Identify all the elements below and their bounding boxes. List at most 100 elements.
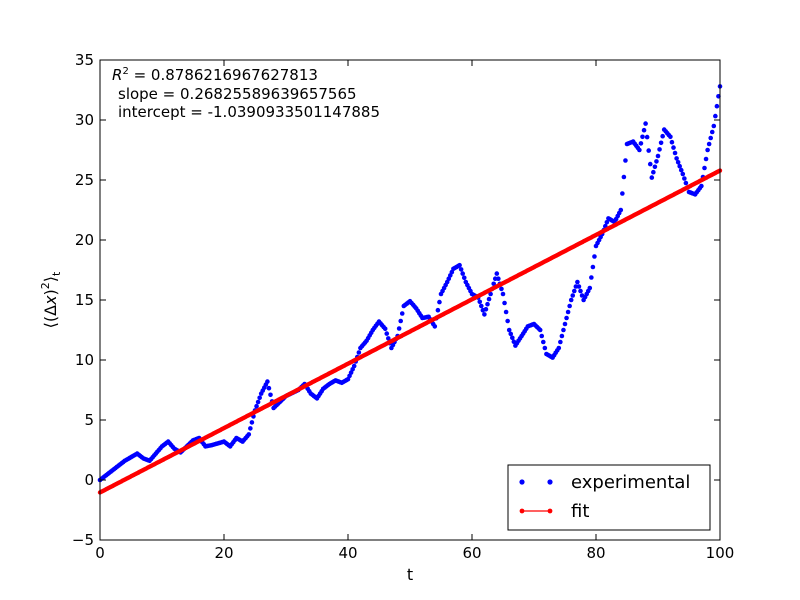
experimental-point (249, 420, 255, 425)
experimental-point (652, 164, 658, 170)
experimental-point (499, 286, 504, 292)
experimental-point (683, 180, 689, 186)
experimental-point (647, 161, 653, 167)
experimental-point (640, 134, 645, 140)
experimental-point (386, 336, 391, 341)
experimental-point (592, 254, 597, 259)
experimental-point (246, 432, 252, 437)
y-tick-label: 15 (75, 291, 94, 309)
experimental-point (572, 288, 577, 294)
experimental-point (568, 297, 574, 303)
experimental-point (703, 156, 709, 162)
y-tick-label: 25 (75, 171, 94, 189)
experimental-point (644, 134, 650, 140)
experimental-point (567, 303, 572, 309)
experimental-point (461, 275, 467, 281)
experimental-point (351, 363, 357, 369)
experimental-point (649, 175, 655, 180)
x-tick-label: 20 (214, 544, 233, 562)
experimental-point (604, 220, 610, 225)
experimental-point (460, 271, 466, 276)
experimental-point (669, 139, 675, 145)
experimental-point (541, 339, 546, 345)
legend-fit-marker-left (519, 508, 525, 514)
experimental-point (677, 163, 682, 169)
experimental-point (706, 141, 712, 147)
legend-fit-label: fit (571, 501, 589, 522)
experimental-point (437, 299, 442, 305)
experimental-point (458, 267, 464, 272)
plot-frame (99, 59, 721, 541)
experimental-point (711, 123, 717, 129)
experimental-point (503, 309, 509, 315)
experimental-point (651, 169, 656, 175)
experimental-point (505, 318, 510, 324)
x-tick-label: 80 (586, 544, 605, 562)
experimental-point (713, 113, 718, 119)
experimental-point (479, 303, 484, 309)
experimental-point (680, 171, 686, 177)
experimental-point (699, 183, 704, 189)
experimental-point (248, 426, 253, 431)
experimental-point (587, 285, 593, 291)
experimental-point (638, 141, 644, 146)
x-tick-label: 60 (462, 544, 481, 562)
experimental-point (539, 333, 545, 339)
experimental-point (432, 324, 438, 329)
experimental-point (589, 275, 594, 280)
experimental-point (558, 339, 563, 345)
legend-box (507, 464, 711, 531)
experimental-point (356, 350, 362, 355)
experimental-point (485, 301, 490, 307)
experimental-point (709, 129, 715, 135)
experimental-point (618, 207, 624, 213)
experimental-point (482, 312, 487, 317)
experimental-point (668, 134, 673, 140)
intercept-annotation: intercept = -1.0390933501147885 (118, 103, 380, 121)
legend-fit-marker-right (547, 508, 553, 514)
legend: experimental fit (507, 464, 711, 531)
experimental-point (564, 315, 569, 321)
experimental-point (714, 103, 720, 109)
y-tick-label: 20 (75, 231, 94, 249)
y-tick-label: 10 (75, 351, 94, 369)
experimental-point (435, 307, 441, 313)
slope-annotation: slope = 0.26825589639657565 (118, 85, 357, 103)
experimental-point (621, 174, 627, 180)
experimental-point (641, 127, 647, 133)
experimental-point (510, 335, 515, 341)
experimental-point (382, 326, 388, 332)
experimental-point (396, 326, 402, 331)
experimental-point (682, 176, 687, 181)
experimental-point (508, 331, 514, 337)
experimental-point (570, 293, 576, 298)
legend-experimental-marker-left (519, 479, 525, 485)
y-tick-label: 5 (84, 411, 94, 429)
experimental-point (255, 399, 261, 405)
experimental-point (266, 385, 272, 391)
experimental-point (565, 309, 571, 315)
experimental-point (578, 288, 583, 294)
experimental-point (494, 271, 500, 276)
x-tick-label: 0 (95, 544, 105, 562)
experimental-point (576, 284, 582, 289)
experimental-point (671, 145, 676, 150)
experimental-point (500, 291, 506, 297)
experimental-point (398, 318, 404, 324)
experimental-point (265, 379, 270, 384)
experimental-point (660, 133, 665, 139)
experimental-point (257, 395, 262, 401)
experimental-point (399, 311, 405, 316)
experimental-point (657, 147, 662, 152)
experimental-point (477, 299, 483, 305)
experimental-point (708, 135, 713, 141)
experimental-point (561, 327, 566, 333)
experimental-point (655, 153, 661, 159)
experimental-point (491, 281, 497, 287)
experimental-point (705, 147, 710, 153)
y-tick-label: 35 (75, 51, 94, 69)
experimental-point (384, 331, 390, 336)
experimental-point (486, 296, 492, 302)
